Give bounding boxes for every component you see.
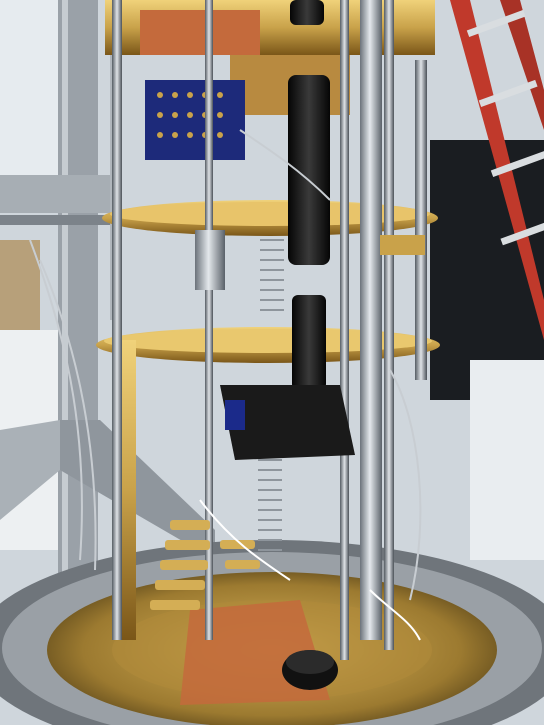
red-ladder <box>450 0 544 340</box>
cables <box>29 129 422 641</box>
black-cylinders <box>220 0 355 460</box>
coupling-block <box>195 230 425 290</box>
bellows <box>258 239 284 551</box>
middle-gold-plate <box>102 200 438 236</box>
support-rods <box>112 0 427 660</box>
lower-gold-plate <box>96 327 440 363</box>
connector-cluster <box>150 520 260 610</box>
